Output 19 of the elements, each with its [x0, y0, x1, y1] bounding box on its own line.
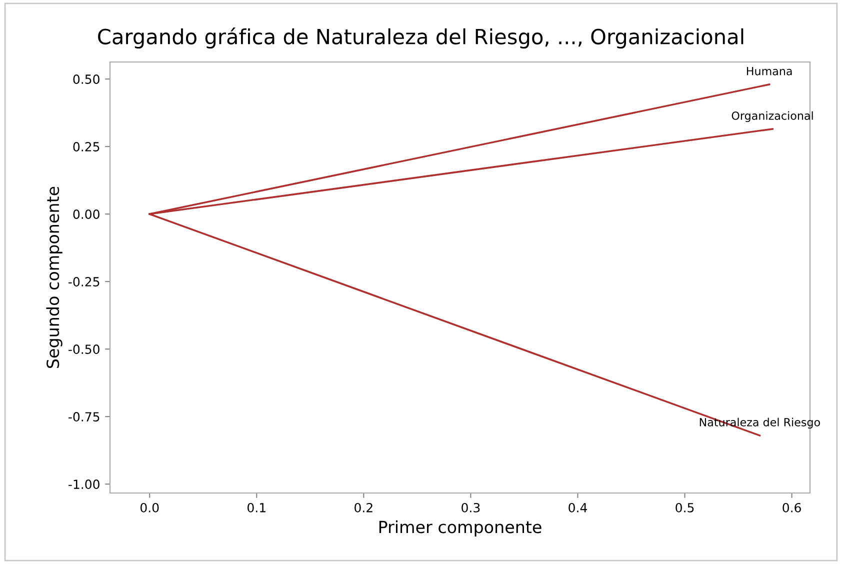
y-tick-label: 0.25: [73, 142, 100, 152]
y-tick-label: -0.75: [68, 412, 100, 422]
x-tick-label: 0.2: [354, 502, 372, 512]
y-axis-title: Segundo componente: [46, 186, 62, 368]
x-tick-label: 0.5: [676, 502, 694, 512]
chart-title: Cargando gráfica de Naturaleza del Riesgo, ..., Organizacional: [98, 28, 744, 48]
x-axis-title: Primer componente: [379, 520, 542, 537]
x-tick-label: 0.3: [462, 502, 480, 512]
y-tick-label: 0.50: [73, 74, 100, 84]
series-label: Humana: [746, 67, 792, 76]
y-tick-label: -0.25: [68, 277, 100, 286]
x-tick-label: 0.1: [248, 502, 266, 512]
y-tick-label: -0.50: [68, 344, 100, 354]
x-tick-label: 0.6: [782, 502, 801, 512]
x-tick-label: 0.0: [140, 502, 159, 512]
x-tick-label: 0.4: [568, 502, 587, 512]
series-label: Organizacional: [732, 111, 813, 122]
y-tick-label: 0.00: [73, 210, 100, 219]
y-tick-label: -1.00: [68, 480, 100, 490]
